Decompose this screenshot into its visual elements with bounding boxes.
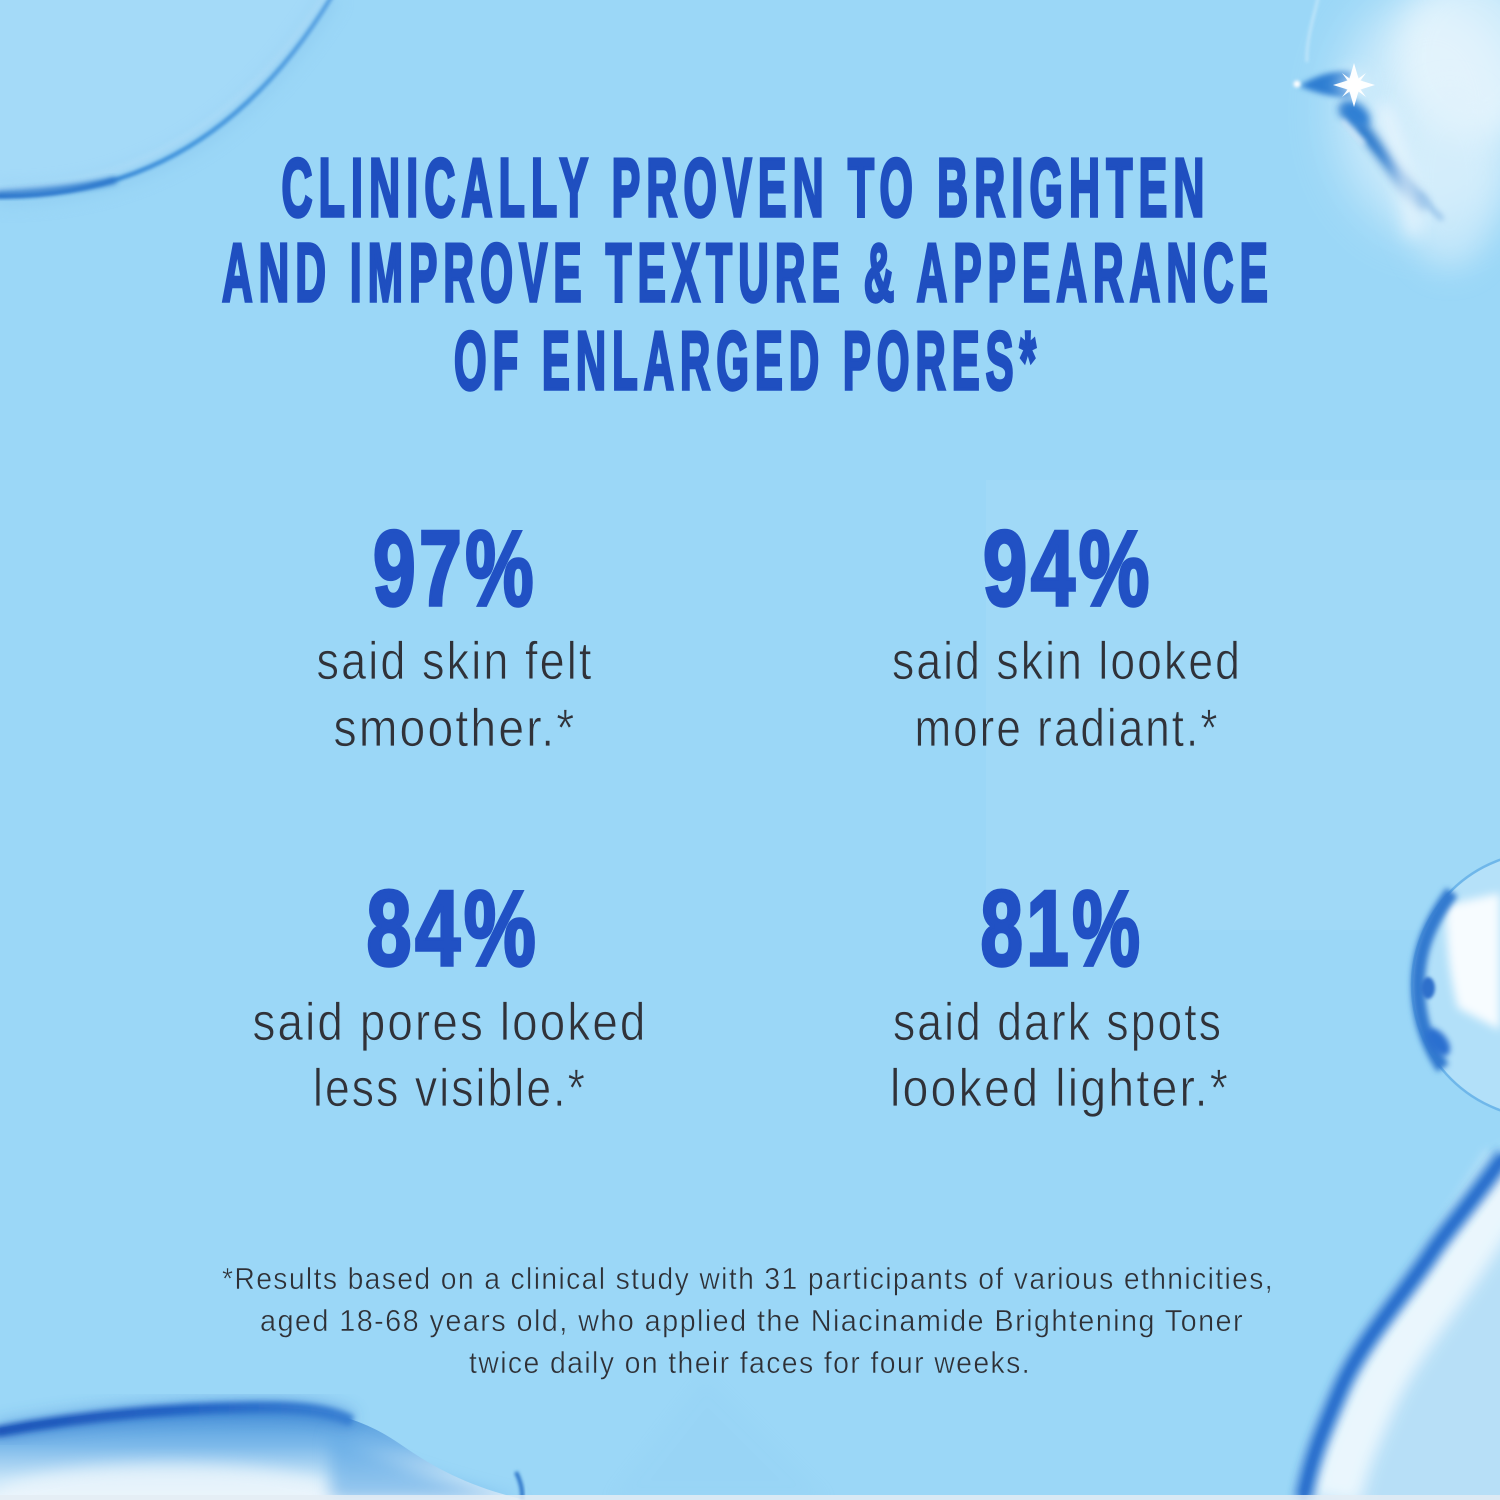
svg-text:84%: 84%	[367, 868, 540, 988]
svg-text:said skin looked: said skin looked	[892, 632, 1242, 691]
svg-text:94%: 94%	[983, 508, 1153, 628]
svg-text:said skin felt: said skin felt	[317, 632, 594, 691]
svg-text:looked lighter.*: looked lighter.*	[890, 1059, 1230, 1118]
svg-text:CLINICALLY PROVEN TO BRIGHTEN: CLINICALLY PROVEN TO BRIGHTEN	[282, 141, 1211, 234]
svg-text:OF ENLARGED PORES*: OF ENLARGED PORES*	[454, 314, 1042, 407]
svg-text:said pores looked: said pores looked	[253, 993, 648, 1052]
svg-text:81%: 81%	[981, 868, 1144, 988]
svg-text:said dark spots: said dark spots	[893, 993, 1223, 1052]
svg-text:smoother.*: smoother.*	[334, 699, 577, 758]
svg-text:aged 18-68 years old, who appl: aged 18-68 years old, who applied the Ni…	[260, 1303, 1244, 1338]
svg-text:less visible.*: less visible.*	[313, 1059, 587, 1118]
svg-text:97%: 97%	[373, 508, 537, 628]
svg-text:AND IMPROVE TEXTURE & APPEARAN: AND IMPROVE TEXTURE & APPEARANCE	[222, 226, 1274, 319]
svg-text:*Results based on a clinical s: *Results based on a clinical study with …	[222, 1261, 1274, 1296]
svg-text:more radiant.*: more radiant.*	[915, 699, 1220, 758]
svg-text:twice daily on their faces for: twice daily on their faces for four week…	[469, 1345, 1031, 1380]
